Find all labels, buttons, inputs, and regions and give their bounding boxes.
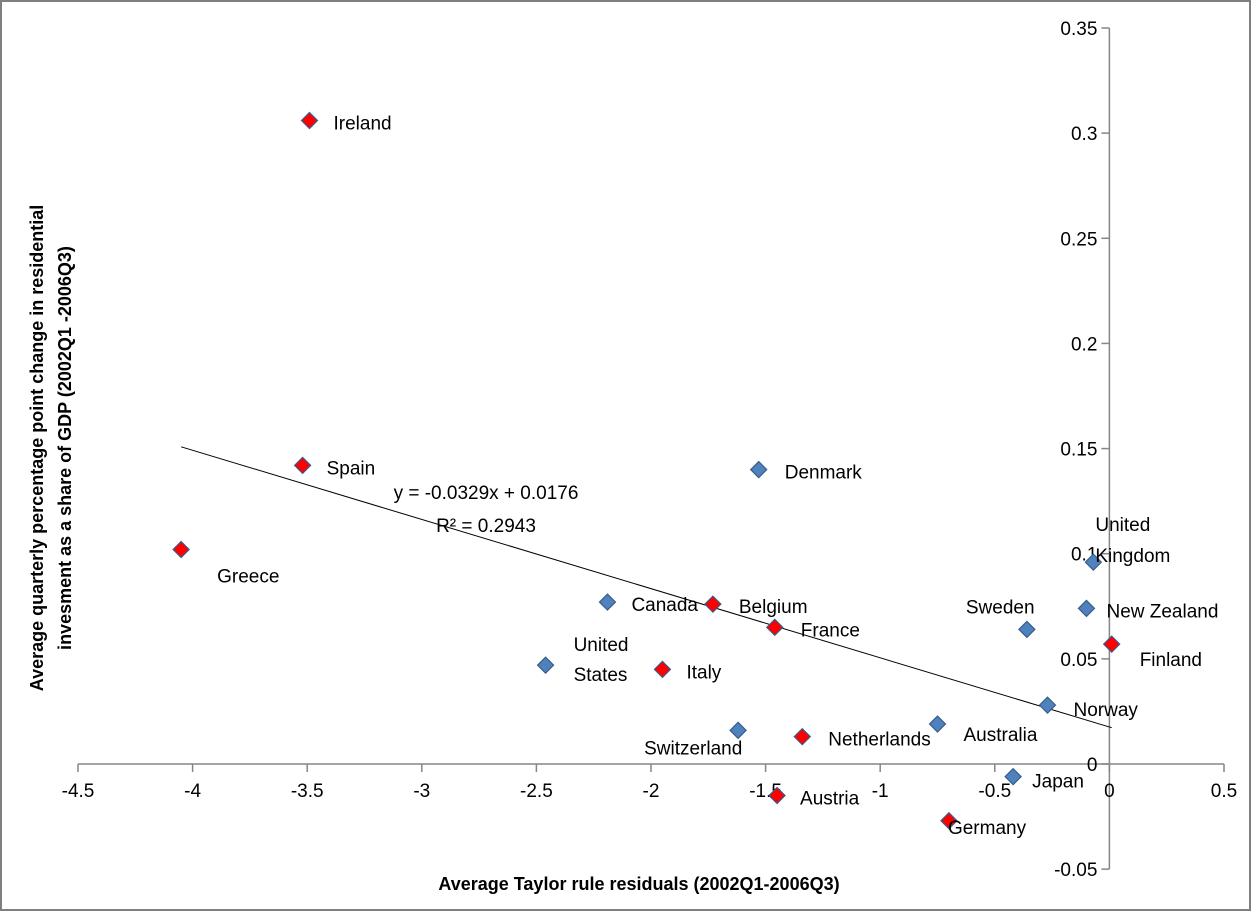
point-label-germany: Germany	[948, 818, 1027, 839]
y-tick-label: 0.35	[1060, 19, 1097, 40]
axes: -4.5 -4 -3.5 -3 -2.5 -2 -1.5 -1 -0.5 0 0.5-0.0500.…	[62, 19, 1238, 881]
y-axis-title: Average quarterly percentage point chang…	[27, 205, 75, 691]
y-tick-label: -0.05	[1054, 860, 1097, 881]
trendline-group	[180, 446, 1112, 729]
x-tick-label: -2.5	[520, 781, 553, 802]
point-label-austria: Austria	[800, 789, 860, 810]
data-point-belgium	[704, 595, 722, 614]
point-label-norway: Norway	[1074, 700, 1139, 721]
y-axis-title-line-1: Average quarterly percentage point chang…	[27, 205, 47, 691]
data-point-canada	[598, 593, 617, 611]
data-point-denmark	[749, 460, 768, 479]
x-tick-label: -4.5	[62, 781, 95, 802]
y-axis-title-line-2: invesment as a share of GDP (2002Q1 -200…	[55, 246, 75, 650]
x-tick-label: 0.5	[1211, 781, 1237, 802]
point-label-france: France	[801, 620, 860, 641]
data-point-norway	[1038, 696, 1057, 714]
x-tick-label: 0	[1104, 781, 1115, 802]
y-tick-label: 0	[1087, 755, 1098, 776]
point-label-united-kingdom: Kingdom	[1095, 546, 1170, 567]
point-label-ireland: Ireland	[333, 114, 391, 135]
point-label-united-states: United	[574, 635, 629, 656]
point-label-italy: Italy	[686, 662, 721, 683]
trendline-r-squared: R² = 0.2943	[436, 516, 536, 537]
point-label-japan: Japan	[1032, 772, 1084, 793]
x-tick-label: -3	[413, 781, 430, 802]
x-tick-label: -3.5	[291, 781, 324, 802]
data-point-switzerland	[729, 721, 747, 740]
point-label-netherlands: Netherlands	[828, 730, 930, 751]
point-label-greece: Greece	[217, 567, 279, 588]
data-point-sweden	[1018, 620, 1036, 639]
point-label-switzerland: Switzerland	[644, 738, 742, 759]
x-axis-title: Average Taylor rule residuals (2002Q1-20…	[438, 874, 839, 894]
data-point-spain	[293, 456, 312, 475]
point-label-canada: Canada	[631, 595, 698, 616]
y-tick-label: 0.2	[1071, 334, 1097, 355]
point-labels: Ireland Spain Greece Denmark Canada BelgiumFr…	[217, 114, 1218, 839]
data-point-italy	[653, 660, 672, 679]
data-point-greece	[172, 540, 190, 559]
data-point-austria	[768, 786, 786, 805]
x-tick-label: -2	[643, 781, 660, 802]
point-label-sweden: Sweden	[966, 597, 1035, 618]
trendline-equation: y = -0.0329x + 0.0176	[394, 483, 579, 504]
point-label-denmark: Denmark	[785, 463, 863, 484]
data-point-germany	[940, 811, 958, 830]
point-label-united-states: States	[574, 665, 628, 686]
data-point-united-states	[536, 656, 555, 675]
point-label-new-zealand: New Zealand	[1106, 601, 1218, 622]
data-point-japan	[1004, 767, 1022, 786]
data-point-france	[765, 618, 784, 637]
point-label-united-kingdom: United	[1095, 515, 1150, 536]
trendline	[180, 446, 1112, 729]
x-tick-label: -0.5	[978, 781, 1011, 802]
point-label-australia: Australia	[964, 725, 1038, 746]
data-point-new-zealand	[1077, 599, 1096, 618]
y-tick-label: 0.15	[1060, 440, 1097, 461]
data-point-finland	[1102, 635, 1121, 653]
point-label-belgium: Belgium	[739, 597, 808, 618]
x-tick-label: -4	[184, 781, 201, 802]
y-tick-label: 0.05	[1060, 650, 1097, 671]
y-tick-label: 0.3	[1071, 124, 1097, 145]
y-tick-label: 0.25	[1060, 229, 1097, 250]
point-label-finland: Finland	[1140, 650, 1202, 671]
data-point-netherlands	[793, 727, 812, 746]
data-points	[172, 111, 1121, 830]
data-point-united-kingdom	[1084, 553, 1103, 571]
point-label-spain: Spain	[327, 458, 376, 479]
data-point-australia	[928, 715, 947, 733]
data-point-ireland	[300, 111, 319, 130]
x-tick-label: -1	[872, 781, 889, 802]
